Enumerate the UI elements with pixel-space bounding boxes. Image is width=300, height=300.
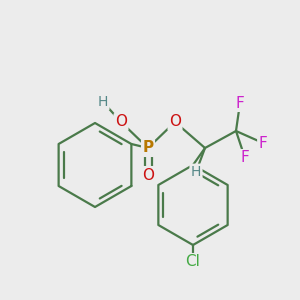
Text: F: F xyxy=(236,95,244,110)
Text: P: P xyxy=(142,140,154,155)
Text: O: O xyxy=(115,115,127,130)
Text: F: F xyxy=(241,151,249,166)
Text: Cl: Cl xyxy=(186,254,200,269)
Text: H: H xyxy=(98,95,108,109)
Text: O: O xyxy=(142,167,154,182)
Text: F: F xyxy=(259,136,267,151)
Text: O: O xyxy=(169,115,181,130)
Text: H: H xyxy=(191,165,201,179)
